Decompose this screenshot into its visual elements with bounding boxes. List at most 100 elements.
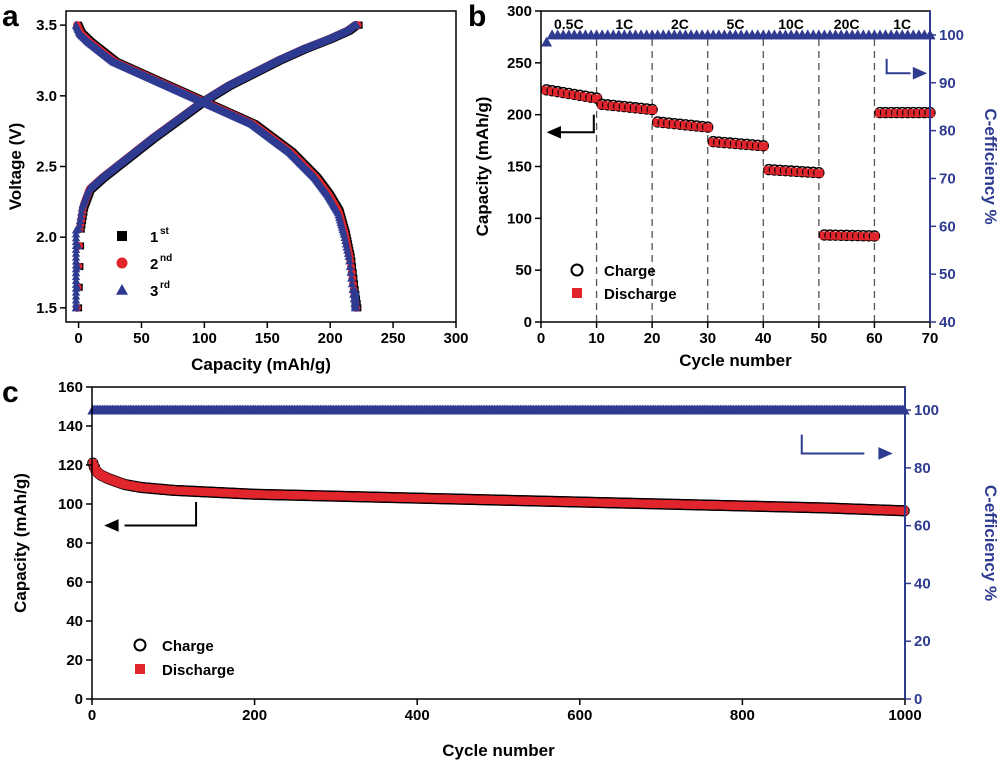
- point-3rd-charge: [71, 229, 81, 238]
- y-right-tick-label: 20: [914, 633, 931, 650]
- y-tick-label: 3.5: [36, 17, 57, 34]
- y-tick-label: 100: [58, 496, 83, 513]
- legend-label-charge: Charge: [162, 638, 214, 655]
- point-3rd-charge: [75, 220, 84, 229]
- legend-marker-3rd: [116, 284, 128, 295]
- x-tick-label: 10: [588, 330, 605, 347]
- panel-a-voltage-profile: 0 50 100 150 200 250 300 1.5 2.0 2.5 3.0 3.5 Capacit…: [6, 10, 469, 374]
- plot-frame: [91, 386, 906, 700]
- legend-label-charge: Charge: [604, 263, 656, 280]
- point-3rd-charge: [71, 253, 81, 261]
- rate-label: 2C: [671, 16, 689, 32]
- y-tick-label: 150: [507, 159, 532, 176]
- discharge-point: [869, 232, 879, 241]
- point-3rd-charge: [352, 20, 361, 29]
- discharge-point: [703, 123, 713, 132]
- point-3rd-charge: [75, 216, 85, 224]
- panel-b-rate-capability: 0.5C 1C 2C 5C 10C 20C 1C 0 10 20 30 40 50 60 70 0 50 100 1…: [473, 3, 1000, 370]
- panel-c-long-cycling: 0 200 400 600 800 100002040608010012014016002…: [11, 379, 1000, 760]
- charge-point: [813, 167, 825, 179]
- point-3rd-charge: [71, 295, 81, 304]
- y-tick-label: 140: [58, 418, 83, 435]
- charge-point: [757, 140, 769, 152]
- x-axis-label: Cycle number: [442, 741, 555, 760]
- x-tick-label: 200: [318, 330, 343, 347]
- y-right-tick-label: 50: [939, 266, 956, 283]
- capacity-axis-arrow: [124, 502, 198, 527]
- legend-marker-charge: [133, 638, 147, 652]
- legend-marker-discharge: [572, 288, 582, 298]
- point-3rd-discharge: [340, 233, 349, 241]
- panel-label-c: c: [2, 376, 19, 409]
- charge-point: [868, 230, 881, 242]
- x-tick-label: 70: [922, 330, 939, 347]
- legend-label-3: 3: [150, 283, 158, 300]
- x-tick-label: 150: [255, 330, 280, 347]
- capacity-axis-arrowhead: [104, 519, 119, 532]
- rate-label: 1C: [893, 16, 911, 32]
- legend-marker-discharge: [135, 664, 145, 674]
- point-3rd-discharge: [347, 274, 356, 282]
- y-right-tick-label: 90: [939, 75, 956, 92]
- x-tick-label: 0: [537, 330, 545, 347]
- capacity-axis-arrowhead: [546, 125, 561, 139]
- x-tick-label: 600: [567, 707, 592, 724]
- point-3rd-discharge: [343, 246, 352, 254]
- efficiency-axis-arrowhead: [912, 66, 928, 80]
- x-tick-label: 40: [755, 330, 772, 347]
- panel-label-b: b: [468, 0, 486, 33]
- y-tick-label: 160: [58, 379, 83, 396]
- point-3rd-discharge: [345, 262, 355, 271]
- y-right-tick-label: 80: [914, 460, 931, 477]
- y-tick-label: 2.0: [36, 229, 57, 246]
- panel-label-a: a: [2, 0, 19, 33]
- legend-label-1: 1: [150, 229, 158, 246]
- point-3rd-charge: [71, 233, 81, 242]
- point-3rd-charge: [71, 264, 81, 273]
- point-3rd-charge: [71, 225, 81, 234]
- rate-label: 0.5C: [554, 16, 584, 32]
- y-right-tick-label: 100: [914, 402, 939, 419]
- point-3rd-charge: [71, 245, 81, 253]
- x-tick-label: 200: [242, 707, 267, 724]
- point-3rd-charge: [71, 237, 81, 246]
- point-3rd-discharge: [341, 239, 351, 248]
- point-3rd-charge: [71, 276, 81, 285]
- y-tick-label: 100: [507, 210, 532, 227]
- point-3rd-charge: [71, 299, 81, 308]
- point-3rd-discharge: [346, 268, 355, 276]
- x-tick-label: 30: [699, 330, 716, 347]
- y-tick-label: 2.5: [36, 159, 57, 176]
- y-right-tick-label: 40: [939, 314, 956, 331]
- y-tick-label: 250: [507, 55, 532, 72]
- point-3rd-charge: [71, 284, 81, 292]
- charge-point: [646, 103, 658, 116]
- y-tick-label: 120: [58, 457, 83, 474]
- x-tick-label: 0: [88, 707, 96, 724]
- legend-label-sup-3: rd: [160, 280, 170, 291]
- x-tick-label: 300: [443, 330, 468, 347]
- y-tick-label: 50: [515, 262, 532, 279]
- discharge-point: [814, 169, 824, 178]
- point-3rd-discharge: [347, 279, 357, 288]
- x-tick-label: 1000: [888, 707, 921, 724]
- capacity-axis-arrow: [557, 114, 595, 134]
- point-3rd-charge: [71, 249, 81, 257]
- point-3rd-charge: [71, 260, 81, 269]
- rate-label: 20C: [834, 16, 860, 32]
- x-axis-label: Cycle number: [679, 351, 792, 370]
- y-axis-label: Capacity (mAh/g): [11, 473, 30, 613]
- y-right-axis-label: C-efficiency %: [981, 108, 1000, 224]
- rate-label: 5C: [727, 16, 745, 32]
- legend-marker-2nd: [116, 257, 128, 269]
- legend-label-sup-2: nd: [160, 253, 172, 264]
- point-3rd-charge: [71, 272, 81, 281]
- y-right-tick-label: 100: [939, 27, 964, 44]
- x-tick-label: 20: [644, 330, 661, 347]
- point-3rd-charge: [76, 212, 85, 220]
- point-3rd-discharge: [351, 303, 360, 312]
- x-tick-label: 50: [811, 330, 828, 347]
- legend-label-sup-1: st: [160, 226, 170, 237]
- point-3rd-discharge: [343, 249, 353, 257]
